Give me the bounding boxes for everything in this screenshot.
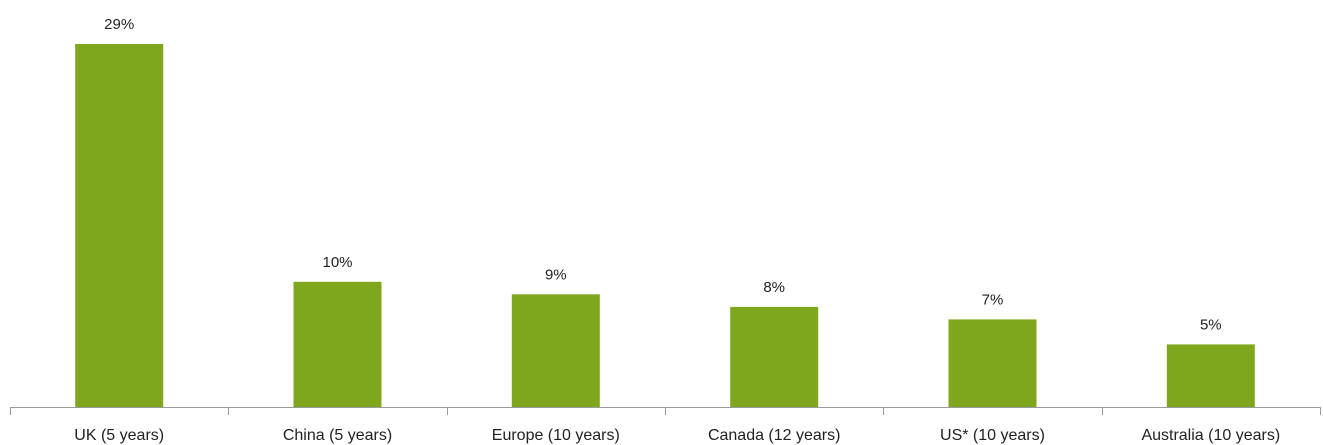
value-labels-layer: 29% 10% 9% 8% 7% 5%	[104, 16, 1221, 333]
bars-layer	[75, 44, 1255, 407]
x-axis-category-label: Australia (10 years)	[1141, 427, 1280, 444]
x-axis-category-label: Europe (10 years)	[492, 427, 620, 444]
x-axis-category-label: Canada (12 years)	[708, 427, 841, 444]
bar-value-label: 29%	[104, 16, 134, 33]
bar-value-label: 5%	[1200, 316, 1222, 333]
x-axis-category-label: US* (10 years)	[940, 427, 1045, 444]
x-axis-ticks	[10, 407, 1321, 415]
x-axis-category-label: China (5 years)	[283, 427, 392, 444]
bar	[730, 306, 819, 407]
x-axis-labels: UK (5 years) China (5 years) Europe (10 ye…	[74, 427, 1280, 444]
bar	[511, 294, 600, 407]
bar	[293, 281, 382, 407]
bar	[1166, 344, 1255, 407]
x-axis-category-label: UK (5 years)	[74, 427, 164, 444]
bar	[75, 44, 164, 407]
bar-value-label: 9%	[545, 266, 567, 283]
bar-value-label: 7%	[982, 291, 1004, 308]
bar-value-label: 10%	[322, 254, 352, 271]
bar	[948, 319, 1037, 407]
bar-value-label: 8%	[763, 279, 785, 296]
